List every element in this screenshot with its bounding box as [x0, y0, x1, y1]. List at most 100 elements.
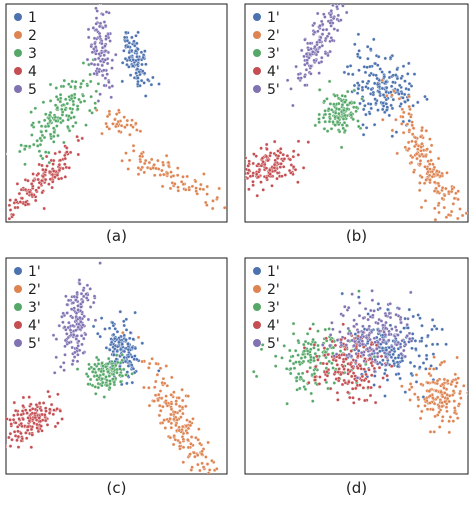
- point-series-2: [170, 375, 174, 380]
- point-series-3: [333, 123, 337, 127]
- point-series-1: [128, 73, 133, 77]
- point-series-2: [158, 173, 163, 177]
- point-series-3: [108, 379, 112, 383]
- point-series-2: [395, 151, 399, 156]
- point-series-4: [53, 151, 57, 156]
- point-series-5: [373, 358, 377, 362]
- point-series-3: [301, 359, 306, 364]
- point-series-5: [346, 338, 350, 343]
- point-series-5: [80, 300, 85, 304]
- point-series-1: [411, 103, 415, 108]
- point-series-2: [447, 419, 451, 423]
- point-series-4: [369, 373, 374, 377]
- point-series-2: [458, 391, 462, 396]
- point-series-2: [155, 372, 160, 377]
- point-series-3: [84, 372, 89, 376]
- point-series-4: [12, 430, 17, 434]
- point-series-5: [388, 302, 392, 306]
- point-series-2: [438, 174, 443, 178]
- point-series-4: [291, 149, 296, 153]
- point-series-5: [84, 292, 88, 296]
- point-series-5: [335, 4, 339, 9]
- point-series-4: [354, 379, 359, 383]
- point-series-5: [70, 362, 75, 366]
- point-series-3: [111, 377, 115, 381]
- point-series-3: [95, 373, 99, 378]
- point-series-5: [83, 332, 88, 337]
- point-series-3: [93, 370, 98, 375]
- point-series-1: [355, 52, 360, 56]
- point-series-4: [325, 374, 330, 378]
- point-series-3: [62, 140, 66, 145]
- point-series-1: [402, 326, 406, 330]
- point-series-1: [391, 352, 395, 357]
- point-series-3: [106, 361, 110, 366]
- point-series-3: [58, 116, 63, 121]
- point-series-3: [78, 85, 83, 89]
- point-series-1: [140, 341, 145, 345]
- point-series-2: [193, 179, 198, 184]
- point-series-2: [436, 156, 441, 161]
- point-series-4: [357, 397, 361, 401]
- point-series-2: [194, 186, 198, 190]
- point-series-2: [424, 129, 429, 133]
- point-series-4: [256, 175, 261, 179]
- point-series-5: [340, 335, 345, 340]
- point-series-5: [399, 352, 404, 356]
- point-series-3: [295, 375, 299, 380]
- point-series-2: [169, 402, 174, 406]
- point-series-4: [53, 424, 58, 429]
- point-series-4: [20, 436, 25, 441]
- point-series-3: [273, 364, 278, 368]
- legend-marker: [253, 285, 261, 293]
- legend-marker: [253, 321, 261, 329]
- point-series-2: [147, 386, 151, 390]
- point-series-1: [123, 56, 128, 61]
- legend-marker: [253, 303, 261, 311]
- point-series-2: [207, 477, 210, 480]
- point-series-5: [67, 340, 72, 345]
- legend-label: 3': [267, 46, 280, 62]
- point-series-4: [347, 380, 351, 384]
- point-series-3: [313, 123, 318, 128]
- point-series-1: [124, 317, 129, 322]
- point-series-5: [302, 54, 306, 59]
- point-series-3: [317, 117, 321, 121]
- point-series-2: [402, 110, 406, 115]
- point-series-2: [415, 156, 419, 161]
- point-series-2: [446, 213, 451, 217]
- point-series-5: [71, 301, 76, 305]
- point-series-1: [140, 69, 145, 73]
- point-series-5: [315, 11, 320, 16]
- point-series-2: [198, 187, 202, 191]
- point-series-4: [305, 369, 310, 374]
- point-series-2: [143, 158, 148, 163]
- point-series-1: [372, 37, 376, 42]
- point-series-5: [336, 13, 341, 18]
- point-series-2: [380, 78, 385, 83]
- point-series-4: [275, 171, 280, 175]
- point-series-1: [423, 94, 427, 99]
- point-series-5: [353, 339, 357, 344]
- point-series-3: [338, 349, 343, 353]
- point-series-3: [54, 119, 58, 123]
- point-series-1: [396, 355, 401, 360]
- point-series-2: [400, 384, 404, 388]
- point-series-2: [185, 431, 190, 435]
- point-series-3: [54, 95, 59, 99]
- point-series-1: [125, 381, 129, 386]
- point-series-5: [320, 32, 325, 36]
- point-series-3: [54, 86, 59, 90]
- point-series-3: [115, 367, 119, 372]
- legend-label: 2: [28, 28, 37, 44]
- point-series-2: [154, 166, 158, 171]
- point-series-3: [84, 123, 88, 127]
- point-series-2: [168, 186, 173, 191]
- point-series-2: [456, 189, 460, 193]
- point-series-1: [149, 82, 154, 87]
- point-series-5: [362, 359, 366, 363]
- point-series-3: [303, 355, 307, 359]
- point-series-2: [140, 359, 144, 364]
- point-series-3: [323, 112, 328, 117]
